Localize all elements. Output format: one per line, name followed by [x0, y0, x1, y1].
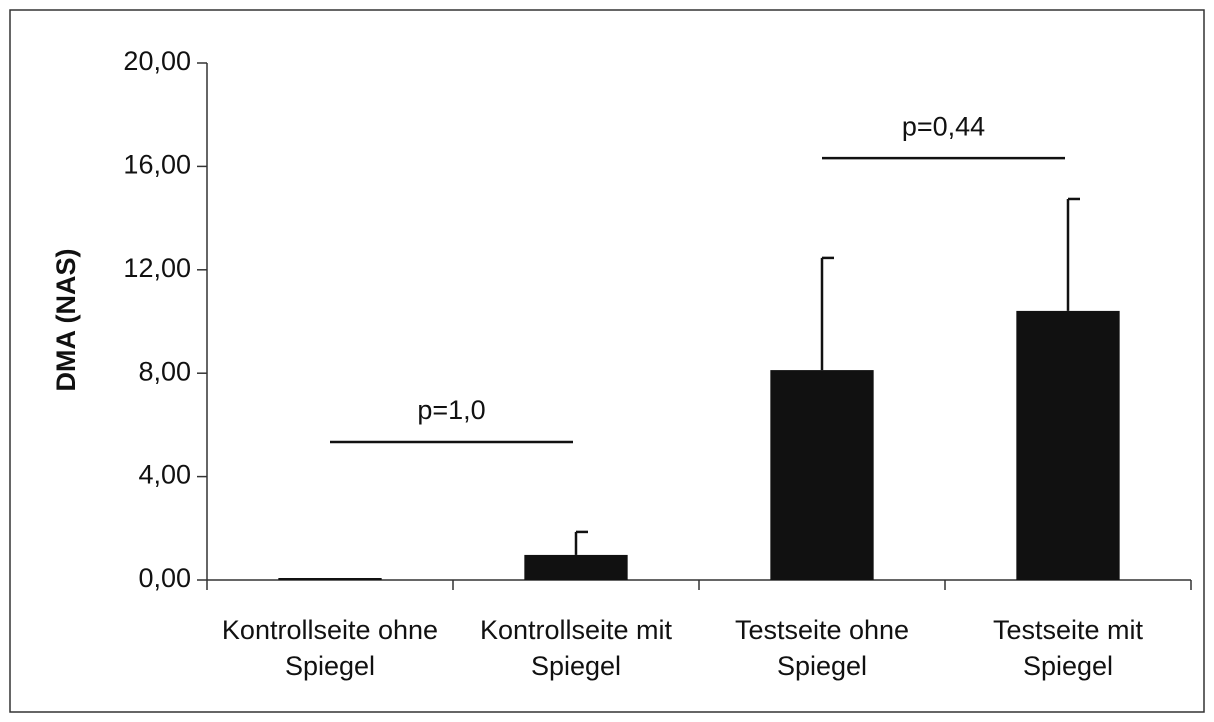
y-tick-label: 12,00 — [123, 253, 191, 283]
y-tick-label: 16,00 — [123, 150, 191, 180]
x-tick-label: Kontrollseite mit Spiegel — [479, 615, 673, 681]
frame — [9, 9, 1205, 713]
x-tick-label: Testseite ohne Spiegel — [734, 615, 910, 681]
y-tick-label: 0,00 — [138, 563, 191, 593]
y-tick-label: 4,00 — [138, 460, 191, 490]
bar — [1016, 310, 1120, 580]
x-tick-label: Kontrollseite ohne Spiegel — [221, 615, 439, 681]
y-tick-label: 20,00 — [123, 46, 191, 76]
bar — [770, 370, 874, 580]
x-tick-label: Testseite mit Spiegel — [992, 615, 1144, 681]
bar — [524, 554, 628, 580]
bar — [278, 578, 382, 580]
significance-label: p=0,44 — [902, 111, 985, 141]
y-axis-title: DMA (NAS) — [51, 249, 81, 392]
significance-label: p=1,0 — [417, 395, 485, 425]
y-tick-label: 8,00 — [138, 356, 191, 386]
